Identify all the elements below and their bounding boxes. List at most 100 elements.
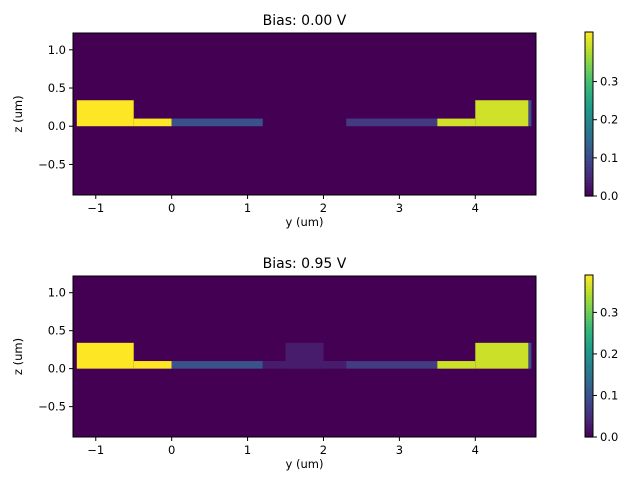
colorbar-segment [585, 53, 593, 58]
colorbar-segment [585, 391, 593, 395]
colorbar-segment [585, 130, 593, 134]
y-axis-label: z (um) [11, 338, 25, 375]
x-tick-label: 4 [472, 201, 479, 215]
colorbar-segment [585, 428, 593, 433]
colorbar-segment [585, 318, 593, 322]
colorbar-segment [585, 119, 593, 123]
colorbar-segment [585, 302, 593, 306]
heatmap-cell [285, 342, 324, 369]
colorbar-tick-label: 0.0 [600, 430, 618, 444]
colorbar-segment [585, 182, 593, 186]
colorbar-segment [585, 377, 593, 381]
colorbar-segment [585, 103, 593, 107]
colorbar-segment [585, 315, 593, 319]
colorbar-segment [585, 111, 593, 115]
colorbar-segment [585, 187, 593, 192]
colorbar-segment [585, 42, 593, 47]
colorbar-segment [585, 89, 593, 93]
colorbar-segment [585, 155, 593, 159]
colorbar-segment [585, 174, 593, 178]
colorbar-segment [585, 78, 593, 82]
colorbar-segment [585, 415, 593, 419]
colorbar-segment [585, 75, 593, 80]
colorbar-segment [585, 280, 593, 284]
colorbar-segment [585, 116, 593, 121]
y-tick-label: 0.0 [48, 362, 66, 376]
colorbar-segment [585, 358, 593, 362]
colorbar-segment [585, 404, 593, 408]
colorbar-segment [585, 114, 593, 118]
colorbar-segment [585, 176, 593, 181]
heatmap-cell [528, 100, 532, 127]
chart-title: Bias: 0.95 V [263, 256, 347, 272]
colorbar-segment [585, 190, 593, 194]
colorbar-segment [585, 312, 593, 317]
colorbar-segment [585, 73, 593, 77]
colorbar-segment [585, 337, 593, 341]
colorbar-segment [585, 34, 593, 39]
colorbar-segment [585, 412, 593, 416]
heatmap-background [73, 33, 536, 195]
y-tick-label: 0.0 [48, 119, 66, 133]
colorbar-segment [585, 277, 593, 281]
colorbar-segment [585, 138, 593, 142]
colorbar-segment [585, 40, 593, 44]
colorbar-segment [585, 168, 593, 172]
colorbar-segment [585, 299, 593, 303]
x-axis-label: y (um) [286, 215, 324, 229]
y-axis-label: z (um) [11, 95, 25, 132]
colorbar-segment [585, 32, 593, 36]
colorbar-segment [585, 275, 593, 279]
x-tick-label: 2 [320, 443, 327, 457]
heatmap-cell [528, 342, 532, 369]
x-tick-label: 1 [244, 201, 251, 215]
colorbar-segment [585, 410, 593, 414]
colorbar-segment [585, 431, 593, 435]
colorbar-tick-label: 0.0 [600, 189, 618, 203]
colorbar-segment [585, 304, 593, 308]
x-tick-label: 0 [168, 443, 175, 457]
colorbar-segment [585, 423, 593, 427]
heatmap-cell [475, 342, 529, 369]
colorbar-segment [585, 193, 593, 197]
axes-frame [72, 32, 537, 196]
chart-title: Bias: 0.00 V [263, 13, 347, 29]
colorbar-segment [585, 374, 593, 379]
colorbar-segment [585, 160, 593, 164]
colorbar-segment [585, 86, 593, 90]
colorbar-segment [585, 157, 593, 162]
colorbar-segment [585, 285, 593, 290]
colorbar-segment [585, 420, 593, 425]
heatmap-cell [346, 361, 438, 369]
colorbar-segment [585, 366, 593, 371]
colorbar-segment [585, 307, 593, 311]
colorbar-segment [585, 296, 593, 300]
colorbar-segment [585, 37, 593, 41]
colorbar-tick-label: 0.2 [600, 113, 618, 127]
colorbar-segment [585, 94, 593, 99]
panel-2: Bias: 0.95 V −1 0 1 2 3 4 1.0 0.5 0.0 −0.5 y (um) z … [11, 256, 618, 471]
colorbar-segment [585, 124, 593, 129]
colorbar-segment [585, 133, 593, 137]
colorbar-segment [585, 401, 593, 406]
colorbar-segment [585, 105, 593, 110]
colorbar-segment [585, 288, 593, 292]
colorbar-segment [585, 353, 593, 357]
heatmap-cell [133, 118, 172, 127]
colorbar-segment [585, 364, 593, 368]
x-tick-label: 4 [472, 443, 479, 457]
colorbar-segment [585, 426, 593, 430]
colorbar-segment [585, 146, 593, 151]
x-tick-label: 3 [396, 443, 403, 457]
colorbar-segment [585, 144, 593, 148]
colorbar-segment [585, 356, 593, 360]
colorbar-segment [585, 291, 593, 295]
colorbar-segment [585, 388, 593, 392]
colorbar-segment [585, 185, 593, 189]
colorbar-segment [585, 334, 593, 338]
colorbar-segment [585, 399, 593, 403]
colorbar-segment [585, 361, 593, 365]
y-tick-label: 1.0 [48, 286, 66, 300]
y-tick-label: −0.5 [38, 400, 66, 414]
